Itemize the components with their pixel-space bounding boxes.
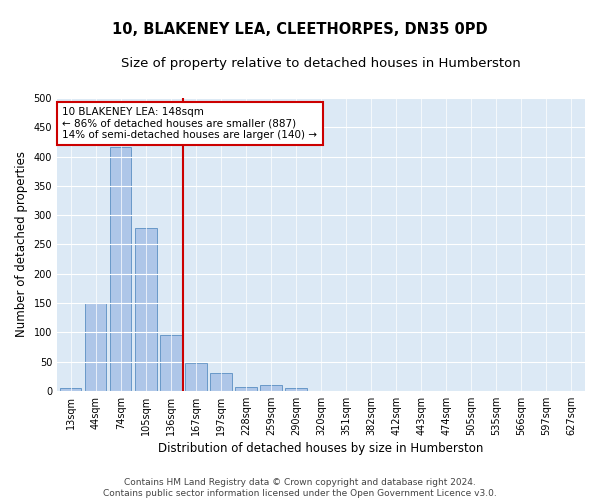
Bar [60, 388, 82, 391]
Bar [110, 146, 131, 391]
Bar [85, 303, 106, 391]
Bar [185, 362, 206, 391]
Text: 10, BLAKENEY LEA, CLEETHORPES, DN35 0PD: 10, BLAKENEY LEA, CLEETHORPES, DN35 0PD [112, 22, 488, 38]
Text: Contains HM Land Registry data © Crown copyright and database right 2024.
Contai: Contains HM Land Registry data © Crown c… [103, 478, 497, 498]
Bar [235, 388, 257, 391]
Bar [160, 334, 182, 391]
Bar [135, 228, 157, 391]
Text: 10 BLAKENEY LEA: 148sqm
← 86% of detached houses are smaller (887)
14% of semi-d: 10 BLAKENEY LEA: 148sqm ← 86% of detache… [62, 107, 317, 140]
Bar [260, 385, 281, 391]
Bar [286, 388, 307, 391]
Y-axis label: Number of detached properties: Number of detached properties [15, 152, 28, 338]
Bar [210, 374, 232, 391]
X-axis label: Distribution of detached houses by size in Humberston: Distribution of detached houses by size … [158, 442, 484, 455]
Title: Size of property relative to detached houses in Humberston: Size of property relative to detached ho… [121, 58, 521, 70]
